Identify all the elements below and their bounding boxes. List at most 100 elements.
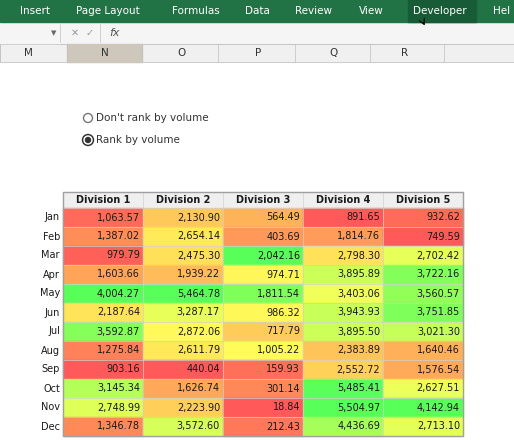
Text: 1,275.84: 1,275.84 (97, 345, 140, 356)
Text: 3,287.17: 3,287.17 (177, 308, 220, 318)
Text: O: O (178, 48, 186, 58)
Text: 564.49: 564.49 (266, 213, 300, 223)
Text: 2,042.16: 2,042.16 (257, 250, 300, 260)
Bar (63, 192, 463, 208)
Text: 1,626.74: 1,626.74 (177, 384, 220, 393)
Circle shape (85, 137, 90, 143)
Bar (383, 398, 463, 417)
Text: 979.79: 979.79 (106, 250, 140, 260)
Text: 1,346.78: 1,346.78 (97, 422, 140, 432)
Bar (408, 0, 476, 22)
Text: Q: Q (330, 48, 338, 58)
Bar (223, 284, 303, 303)
Bar (143, 417, 223, 436)
Text: 3,895.50: 3,895.50 (337, 326, 380, 337)
Bar (303, 246, 383, 265)
Text: 2,383.89: 2,383.89 (337, 345, 380, 356)
Text: 1,576.54: 1,576.54 (417, 364, 460, 374)
Bar (143, 322, 223, 341)
Text: 5,485.41: 5,485.41 (337, 384, 380, 393)
Text: 749.59: 749.59 (426, 231, 460, 242)
Text: Aug: Aug (41, 345, 60, 356)
Text: Jun: Jun (45, 308, 60, 318)
Text: 1,387.02: 1,387.02 (97, 231, 140, 242)
Text: 1,063.57: 1,063.57 (97, 213, 140, 223)
Text: 403.69: 403.69 (266, 231, 300, 242)
Text: 2,223.90: 2,223.90 (177, 403, 220, 412)
Text: 3,021.30: 3,021.30 (417, 326, 460, 337)
Text: 440.04: 440.04 (187, 364, 220, 374)
Text: Jul: Jul (48, 326, 60, 337)
Bar (63, 360, 143, 379)
Bar (0, 0, 514, 22)
Text: 5,504.97: 5,504.97 (337, 403, 380, 412)
Text: 2,748.99: 2,748.99 (97, 403, 140, 412)
Bar (143, 284, 223, 303)
Bar (303, 341, 383, 360)
Bar (0, 22, 60, 44)
Bar (63, 284, 143, 303)
Bar (223, 303, 303, 322)
Bar (0, 22, 514, 44)
Text: N: N (101, 48, 109, 58)
Bar (63, 265, 143, 284)
Text: Page Layout: Page Layout (76, 6, 140, 16)
Circle shape (83, 135, 94, 146)
Bar (383, 265, 463, 284)
Text: 3,895.89: 3,895.89 (337, 269, 380, 279)
Bar (143, 303, 223, 322)
Text: Mar: Mar (42, 250, 60, 260)
Text: 2,713.10: 2,713.10 (417, 422, 460, 432)
Bar (303, 360, 383, 379)
Bar (303, 284, 383, 303)
Text: 1,811.54: 1,811.54 (257, 289, 300, 298)
Text: 4,004.27: 4,004.27 (97, 289, 140, 298)
Bar (223, 265, 303, 284)
Text: Division 5: Division 5 (396, 195, 450, 205)
Text: 4,142.94: 4,142.94 (417, 403, 460, 412)
Bar (143, 246, 223, 265)
Text: Division 1: Division 1 (76, 195, 130, 205)
Bar (63, 246, 143, 265)
Text: 1,640.46: 1,640.46 (417, 345, 460, 356)
Bar (143, 398, 223, 417)
Bar (143, 379, 223, 398)
Bar (63, 398, 143, 417)
Bar (0, 22, 514, 44)
Bar (63, 322, 143, 341)
Bar (383, 246, 463, 265)
Bar (303, 322, 383, 341)
Text: Division 4: Division 4 (316, 195, 370, 205)
Text: Rank by volume: Rank by volume (96, 135, 180, 145)
Text: Sep: Sep (42, 364, 60, 374)
Bar (303, 303, 383, 322)
Text: 301.14: 301.14 (266, 384, 300, 393)
Text: 5,464.78: 5,464.78 (177, 289, 220, 298)
Bar (383, 284, 463, 303)
Bar (383, 417, 463, 436)
Text: 3,592.87: 3,592.87 (97, 326, 140, 337)
Text: 1,939.22: 1,939.22 (177, 269, 220, 279)
Text: 2,872.06: 2,872.06 (177, 326, 220, 337)
Bar (383, 227, 463, 246)
Text: 2,552.72: 2,552.72 (336, 364, 380, 374)
Text: ▼: ▼ (51, 30, 57, 36)
Bar (0, 44, 514, 62)
Bar (223, 360, 303, 379)
Text: 3,572.60: 3,572.60 (177, 422, 220, 432)
Bar (143, 341, 223, 360)
Text: Oct: Oct (43, 384, 60, 393)
Bar (143, 265, 223, 284)
Text: 932.62: 932.62 (426, 213, 460, 223)
Bar (223, 322, 303, 341)
Bar (143, 227, 223, 246)
Bar (63, 227, 143, 246)
Text: 903.16: 903.16 (106, 364, 140, 374)
Bar (383, 208, 463, 227)
Text: 1,814.76: 1,814.76 (337, 231, 380, 242)
Bar (383, 322, 463, 341)
Text: Apr: Apr (43, 269, 60, 279)
Bar (383, 303, 463, 322)
Text: Review: Review (296, 6, 333, 16)
Text: 3,560.57: 3,560.57 (417, 289, 460, 298)
